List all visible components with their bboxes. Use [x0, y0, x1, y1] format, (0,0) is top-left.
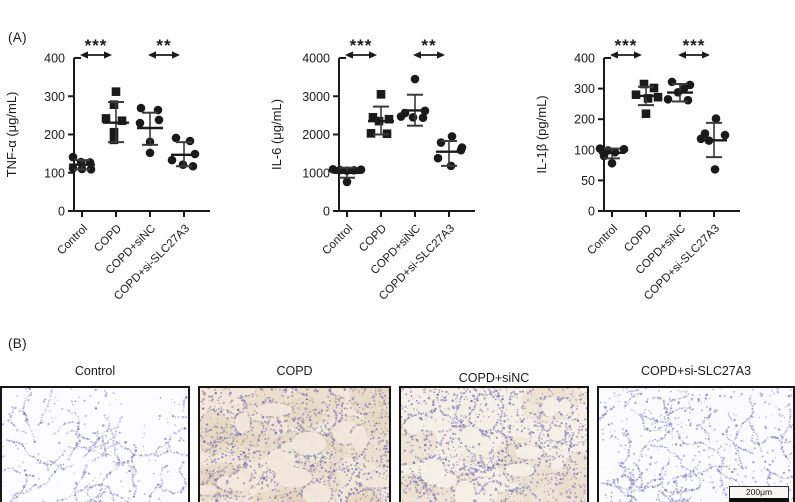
histology-image-copd-sinc [399, 386, 589, 502]
micrograph-copd-sinc: COPD+siNC [399, 332, 589, 502]
svg-text:COPD: COPD [622, 223, 654, 255]
panel-b: (B) Control COPD COPD+si [0, 332, 795, 502]
svg-text:400: 400 [44, 52, 65, 66]
svg-text:2000: 2000 [302, 128, 330, 142]
micrograph-label: COPD+si-SLC27A3 [640, 364, 752, 378]
svg-text:IL-6 (μg/mL): IL-6 (μg/mL) [269, 99, 284, 170]
svg-text:100: 100 [574, 143, 595, 157]
svg-text:**: ** [156, 36, 171, 55]
micrograph-copd-si-slc27a3: COPD+si-SLC27A3 200μm [597, 332, 795, 502]
svg-text:***: *** [85, 36, 108, 55]
panel-a-label: (A) [8, 30, 27, 45]
svg-text:Control: Control [55, 223, 90, 258]
svg-text:1000: 1000 [302, 166, 330, 180]
svg-text:COPD: COPD [357, 223, 389, 255]
micrographs-row: Control COPD COPD+siNC [0, 332, 795, 502]
panel-b-label: (B) [8, 336, 27, 351]
micrograph-label: Control [74, 364, 116, 378]
svg-text:0: 0 [58, 205, 65, 219]
histology-image-copd [198, 386, 391, 502]
svg-text:Control: Control [320, 223, 355, 258]
panel-a: (A) 0 100 200 300 400 Control COPD COPD+siNC COP… [4, 30, 740, 303]
svg-text:100: 100 [44, 166, 65, 180]
histology-image-control [0, 386, 190, 502]
svg-text:COPD: COPD [92, 223, 124, 255]
svg-text:200: 200 [574, 113, 595, 127]
svg-text:Control: Control [585, 223, 620, 258]
svg-text:***: *** [683, 36, 706, 55]
svg-text:300: 300 [44, 90, 65, 104]
micrograph-copd: COPD [198, 332, 391, 502]
charts-row: 0 100 200 300 400 Control COPD COPD+siNC COPD+si… [4, 36, 740, 303]
svg-text:400: 400 [574, 52, 595, 66]
micrograph-label: COPD+siNC [458, 371, 530, 385]
micrograph-label: COPD [276, 364, 313, 378]
svg-text:IL-1β (pg/mL): IL-1β (pg/mL) [534, 95, 549, 173]
svg-text:4000: 4000 [302, 52, 330, 66]
histology-image-copd-si-slc27a3: 200μm [597, 386, 795, 502]
svg-text:***: *** [350, 36, 373, 55]
svg-text:3000: 3000 [302, 90, 330, 104]
scale-bar: 200μm [729, 486, 789, 502]
svg-text:**: ** [421, 36, 436, 55]
svg-text:TNF-α (μg/mL): TNF-α (μg/mL) [4, 92, 19, 178]
micrograph-control: Control [0, 332, 190, 502]
svg-text:50: 50 [581, 174, 595, 188]
svg-text:200: 200 [44, 128, 65, 142]
svg-text:0: 0 [323, 205, 330, 219]
svg-text:300: 300 [574, 82, 595, 96]
svg-text:0: 0 [588, 205, 595, 219]
svg-text:***: *** [615, 36, 638, 55]
